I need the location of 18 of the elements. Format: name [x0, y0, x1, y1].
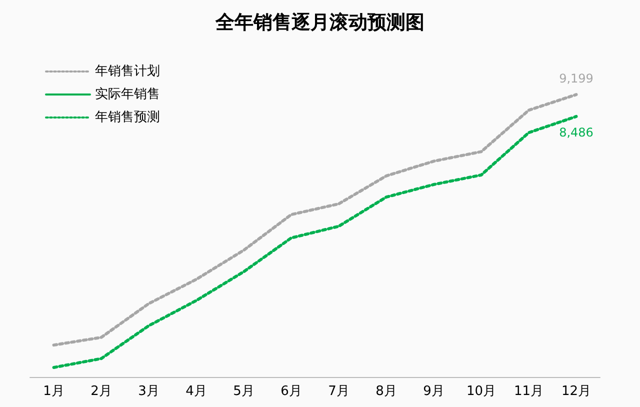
x-tick-label: 11月	[514, 384, 544, 399]
data-label: 8,486	[559, 125, 594, 140]
x-tick-label: 10月	[466, 384, 496, 399]
x-tick-label: 8月	[376, 384, 397, 399]
x-tick-label: 7月	[328, 384, 350, 399]
x-tick-label: 9月	[423, 384, 444, 399]
x-tick-label: 5月	[233, 384, 254, 399]
x-tick-label: 3月	[138, 384, 160, 399]
x-tick-label: 6月	[280, 384, 302, 399]
x-tick-label: 4月	[186, 384, 207, 399]
legend-label: 年销售计划	[95, 64, 160, 79]
x-tick-label: 12月	[561, 384, 592, 399]
legend-label: 年销售预测	[95, 110, 160, 125]
chart-title: 全年销售逐月滚动预测图	[214, 12, 424, 34]
x-tick-label: 2月	[90, 384, 112, 399]
x-tick-label: 1月	[43, 384, 64, 399]
legend-label: 实际年销售	[95, 87, 160, 102]
data-label: 9,199	[559, 72, 594, 86]
